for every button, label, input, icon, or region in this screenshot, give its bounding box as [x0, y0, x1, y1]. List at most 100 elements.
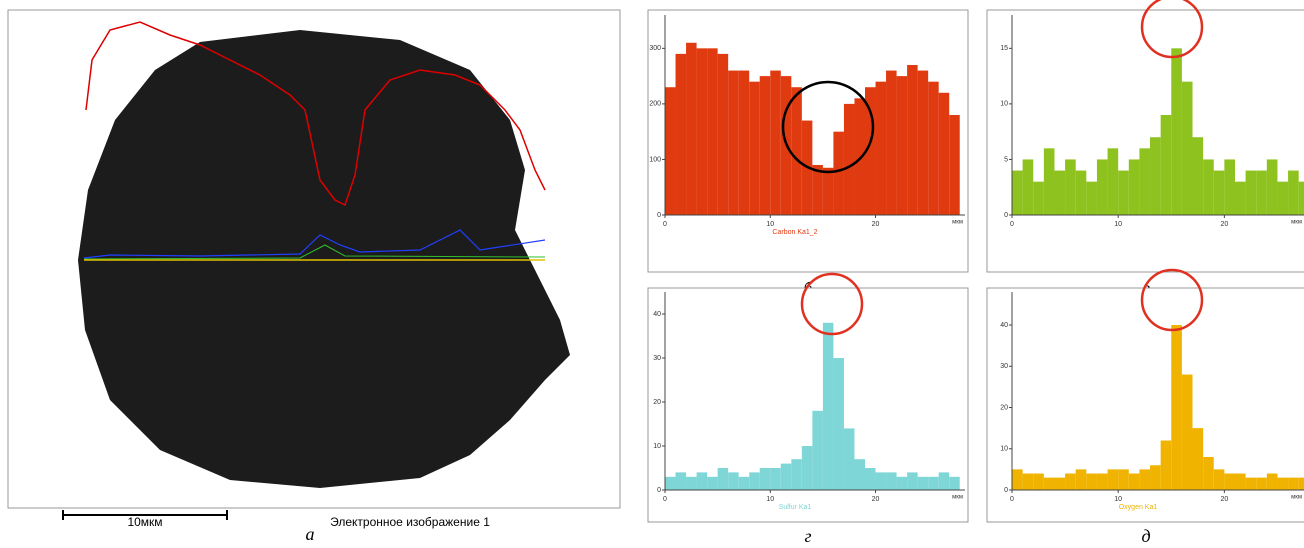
x-tick-label: 20 [872, 221, 880, 228]
bar [949, 115, 960, 215]
bar [886, 70, 897, 215]
bar [1033, 473, 1044, 490]
bar [1266, 473, 1278, 490]
bar [1192, 428, 1204, 490]
y-tick-label: 10 [653, 443, 661, 450]
bar [1075, 469, 1087, 490]
bar [1277, 477, 1289, 490]
bar [738, 70, 750, 215]
y-tick-label: 30 [653, 355, 661, 362]
bar [728, 70, 739, 215]
bar [791, 459, 802, 490]
line-scan-carbon [85, 21, 546, 207]
bar [1086, 181, 1097, 215]
bar [833, 131, 844, 215]
bar [728, 472, 739, 490]
x-unit: мкм [1291, 495, 1302, 501]
bar [938, 472, 950, 490]
bar [1171, 48, 1182, 216]
bar [1118, 170, 1129, 215]
bar [1298, 181, 1304, 215]
bar [886, 472, 897, 490]
panel-frame [986, 9, 1304, 273]
bar [1256, 170, 1267, 215]
bar [928, 81, 939, 216]
bar [1107, 148, 1119, 215]
panel-label: а [306, 524, 315, 544]
series-label: Oxygen Ka1 [1119, 504, 1158, 511]
y-tick-label: 300 [649, 45, 661, 52]
bar [1234, 181, 1246, 215]
bar [812, 165, 823, 215]
y-tick-label: 40 [1000, 322, 1008, 329]
bar [1054, 477, 1066, 490]
bar [1054, 170, 1066, 215]
x-tick-label: 0 [1010, 496, 1014, 503]
x-unit: мкм [952, 495, 963, 501]
bar [686, 476, 697, 490]
x-tick-label: 20 [1220, 221, 1228, 228]
bar [1245, 170, 1257, 215]
bar [875, 472, 887, 490]
y-tick-label: 15 [1000, 45, 1008, 52]
bar [865, 87, 876, 215]
bar [749, 81, 760, 216]
bar [812, 410, 823, 490]
bar [665, 87, 676, 215]
bar [738, 476, 750, 490]
bar [675, 472, 687, 490]
bar [822, 322, 834, 490]
bar [1065, 159, 1076, 215]
bar [1139, 148, 1151, 215]
y-tick-label: 30 [1000, 363, 1008, 370]
bar [686, 42, 697, 216]
bar [1150, 137, 1161, 215]
y-tick-label: 20 [1000, 404, 1008, 411]
bar [1128, 159, 1140, 215]
bar [875, 81, 887, 216]
y-tick-label: 100 [649, 156, 661, 163]
y-tick-label: 20 [653, 399, 661, 406]
bar [1277, 181, 1289, 215]
bar [1171, 325, 1182, 490]
bar [1298, 477, 1304, 490]
x-tick-label: 0 [1010, 221, 1014, 228]
bar [1160, 115, 1172, 215]
bar [1150, 465, 1161, 490]
x-unit: мкм [1291, 220, 1302, 226]
image-caption: Электронное изображение 1 [330, 515, 490, 529]
bar [696, 48, 708, 216]
bar [917, 70, 929, 215]
highlight-circle [1140, 0, 1204, 59]
bar [1181, 374, 1193, 490]
y-tick-label: 0 [1004, 487, 1008, 494]
bar [843, 103, 855, 215]
bar [1043, 477, 1055, 490]
bar [707, 476, 718, 490]
bar [1107, 469, 1119, 490]
panel-label: д [1141, 526, 1150, 546]
bar [1203, 159, 1214, 215]
bar [896, 476, 908, 490]
bar [1043, 148, 1055, 215]
y-tick-label: 200 [649, 101, 661, 108]
bar [907, 65, 918, 215]
bar [1022, 159, 1034, 215]
x-tick-label: 10 [1114, 221, 1122, 228]
bar [1096, 159, 1108, 215]
bar [1192, 137, 1204, 215]
x-unit: мкм [952, 220, 963, 226]
bar [917, 476, 929, 490]
bar [1288, 170, 1299, 215]
bar [1181, 81, 1193, 216]
panel-label: г [804, 526, 811, 546]
series-label: Carbon Ka1_2 [772, 229, 817, 236]
series-label: Sulfur Ka1 [779, 504, 812, 511]
bar [1012, 469, 1023, 490]
bar [907, 472, 918, 490]
y-tick-label: 0 [657, 487, 661, 494]
bar [854, 459, 865, 490]
bar [749, 472, 760, 490]
bar [949, 476, 960, 490]
bar [791, 87, 802, 215]
